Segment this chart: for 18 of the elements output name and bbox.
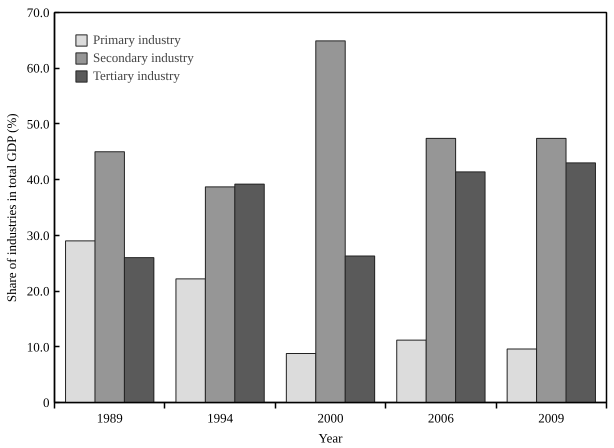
x-tick-label: 2006 <box>428 410 454 426</box>
x-tick-label: 2009 <box>538 410 564 426</box>
y-tick-label: 70.0 <box>26 5 50 20</box>
legend-label: Tertiary industry <box>93 68 180 84</box>
legend-label: Primary industry <box>93 32 181 48</box>
y-tick-label: 30.0 <box>26 228 50 243</box>
legend-label: Secondary industry <box>93 50 194 66</box>
y-axis-title: Share of industries in total GDP (%) <box>4 113 19 302</box>
y-tick-label: 10.0 <box>26 339 50 354</box>
y-tick-label: 0 <box>43 395 50 410</box>
x-tick-label: 2000 <box>318 410 344 426</box>
x-tick-label: 1989 <box>96 410 123 426</box>
y-tick-label: 60.0 <box>26 60 50 76</box>
x-tick-label: 1994 <box>207 410 234 426</box>
y-tick-label: 40.0 <box>26 172 50 188</box>
y-tick-label: 50.0 <box>26 116 50 132</box>
y-tick-label: 20.0 <box>26 284 50 299</box>
x-axis-title: Year <box>318 430 344 446</box>
